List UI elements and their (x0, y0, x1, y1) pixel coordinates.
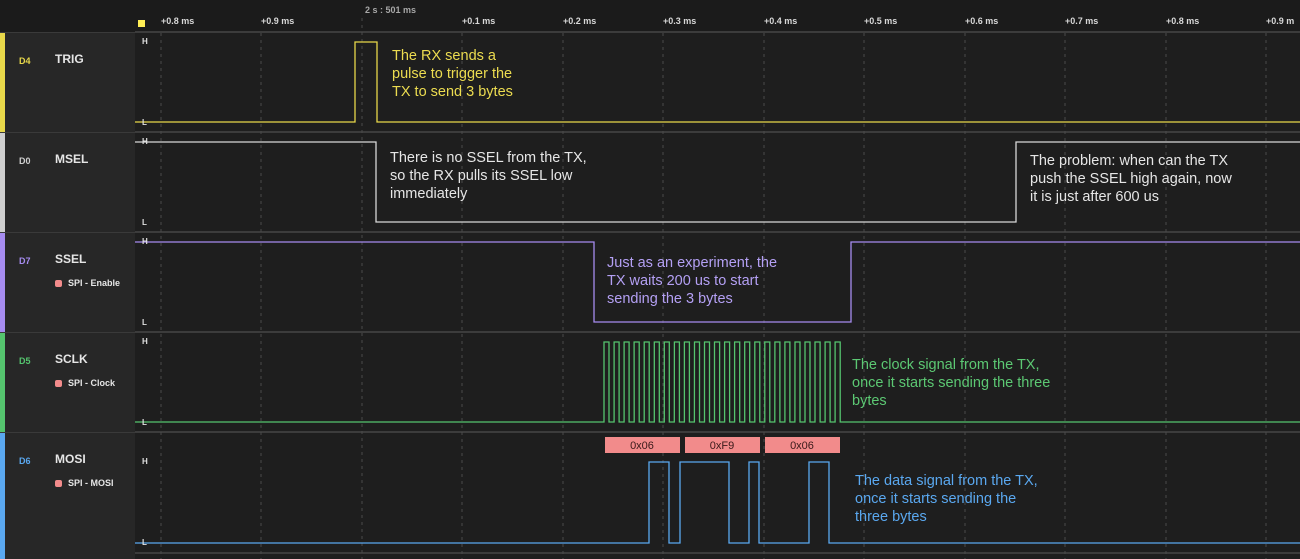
analyzer-dot-icon (55, 480, 62, 487)
analyzer-dot-icon (55, 380, 62, 387)
annotation-line: Just as an experiment, the (607, 255, 778, 271)
annotation-trig[interactable]: The RX sends a pulse to trigger the TX t… (392, 47, 513, 101)
sclk-waveform (135, 341, 1300, 423)
annotation-line: The problem: when can the TX (1030, 153, 1229, 169)
annotation-line: once it starts sending the (855, 491, 1017, 507)
annotation-line: TX to send 3 bytes (392, 84, 513, 100)
decoded-byte-label: 0xF9 (710, 440, 734, 452)
channel-name[interactable]: SCLK (55, 352, 88, 366)
ssel-waveform (135, 241, 1300, 323)
annotation-line: it is just after 600 us (1030, 189, 1159, 205)
waveform-plot[interactable]: 0x06 0xF9 0x06 (135, 0, 1300, 559)
ruler-tick: +0.9 ms (261, 16, 295, 26)
level-high-label: H (142, 337, 148, 346)
ruler-tick: +0.7 ms (1065, 16, 1099, 26)
decoded-byte-box (605, 437, 680, 453)
annotation-line: bytes (852, 393, 887, 409)
ruler-tick: +0.9 m (1266, 16, 1295, 26)
analyzer-name: SPI - Enable (68, 278, 121, 288)
channel-id: D0 (19, 156, 31, 166)
channel-d4-trig[interactable]: D4 TRIG (0, 33, 135, 133)
channel-d7-ssel[interactable]: D7 SSEL SPI - Enable (0, 233, 135, 333)
analyzer-label[interactable]: SPI - Enable (55, 278, 120, 288)
decoded-byte-label: 0x06 (790, 440, 814, 452)
annotation-line: The clock signal from the TX, (852, 357, 1040, 373)
ruler-tick: +0.1 ms (462, 16, 496, 26)
row-separators (135, 31, 1300, 554)
analyzer-label[interactable]: SPI - MOSI (55, 478, 114, 488)
channel-name[interactable]: SSEL (55, 252, 87, 266)
annotation-line: The data signal from the TX, (855, 473, 1038, 489)
msel-waveform (135, 141, 1300, 223)
ruler-tick: +0.4 ms (764, 16, 798, 26)
annotation-line: There is no SSEL from the TX, (390, 150, 587, 166)
channel-id: D4 (19, 56, 31, 66)
annotation-msel-left[interactable]: There is no SSEL from the TX, so the RX … (390, 149, 587, 203)
grid-lines (160, 18, 1267, 559)
annotation-line: immediately (390, 186, 468, 202)
sidebar-header (0, 0, 135, 33)
annotation-line: so the RX pulls its SSEL low (390, 168, 573, 184)
annotation-line: sending the 3 bytes (607, 291, 733, 307)
channel-id: D6 (19, 456, 31, 466)
ruler-tick: +0.8 ms (1166, 16, 1200, 26)
annotation-line: three bytes (855, 509, 927, 525)
level-low-label: L (142, 418, 147, 427)
annotation-line: pulse to trigger the (392, 66, 513, 82)
annotation-ssel[interactable]: Just as an experiment, the TX waits 200 … (607, 254, 777, 308)
channel-color-stripe (0, 133, 5, 232)
channel-id: D7 (19, 256, 31, 266)
channel-name[interactable]: MOSI (55, 452, 86, 466)
analyzer-dot-icon (55, 280, 62, 287)
channel-id: D5 (19, 356, 31, 366)
channel-name[interactable]: TRIG (55, 52, 84, 66)
annotation-msel-right[interactable]: The problem: when can the TX push the SS… (1030, 152, 1232, 206)
channel-color-stripe (0, 433, 5, 559)
ruler-tick: +0.8 ms (161, 16, 195, 26)
trig-waveform (135, 41, 1300, 123)
trigger-marker-icon[interactable] (138, 20, 145, 27)
decoded-byte-box (685, 437, 760, 453)
level-low-label: L (142, 218, 147, 227)
channel-color-stripe (0, 333, 5, 432)
channel-d5-sclk[interactable]: D5 SCLK SPI - Clock (0, 333, 135, 433)
level-low-label: L (142, 538, 147, 547)
level-high-label: H (142, 37, 148, 46)
annotation-line: push the SSEL high again, now (1030, 171, 1232, 187)
decoded-bytes: 0x06 0xF9 0x06 (605, 437, 840, 453)
annotation-sclk[interactable]: The clock signal from the TX, once it st… (852, 356, 1050, 410)
channel-color-stripe (0, 233, 5, 332)
level-high-label: H (142, 137, 148, 146)
decoded-byte-label: 0x06 (630, 440, 654, 452)
annotation-line: TX waits 200 us to start (607, 273, 759, 289)
ruler-tick: +0.5 ms (864, 16, 898, 26)
mosi-waveform (135, 461, 1300, 544)
level-low-label: L (142, 318, 147, 327)
channel-d0-msel[interactable]: D0 MSEL (0, 133, 135, 233)
channel-d6-mosi[interactable]: D6 MOSI SPI - MOSI (0, 433, 135, 559)
level-low-label: L (142, 118, 147, 127)
ruler-tick: +0.2 ms (563, 16, 597, 26)
analyzer-label[interactable]: SPI - Clock (55, 378, 115, 388)
channel-color-stripe (0, 33, 5, 132)
level-high-label: H (142, 457, 148, 466)
level-high-label: H (142, 237, 148, 246)
annotation-line: The RX sends a (392, 48, 496, 64)
decoded-byte-box (765, 437, 840, 453)
reference-time: 2 s : 501 ms (365, 5, 417, 15)
channel-sidebar: D4 TRIG D0 MSEL D7 SSEL SPI - Enable D5 … (0, 0, 135, 559)
ruler-tick: +0.6 ms (965, 16, 999, 26)
annotation-mosi[interactable]: The data signal from the TX, once it sta… (855, 472, 1038, 526)
annotation-line: once it starts sending the three (852, 375, 1051, 391)
analyzer-name: SPI - MOSI (68, 478, 114, 488)
ruler-tick: +0.3 ms (663, 16, 697, 26)
analyzer-name: SPI - Clock (68, 378, 116, 388)
channel-name[interactable]: MSEL (55, 152, 89, 166)
